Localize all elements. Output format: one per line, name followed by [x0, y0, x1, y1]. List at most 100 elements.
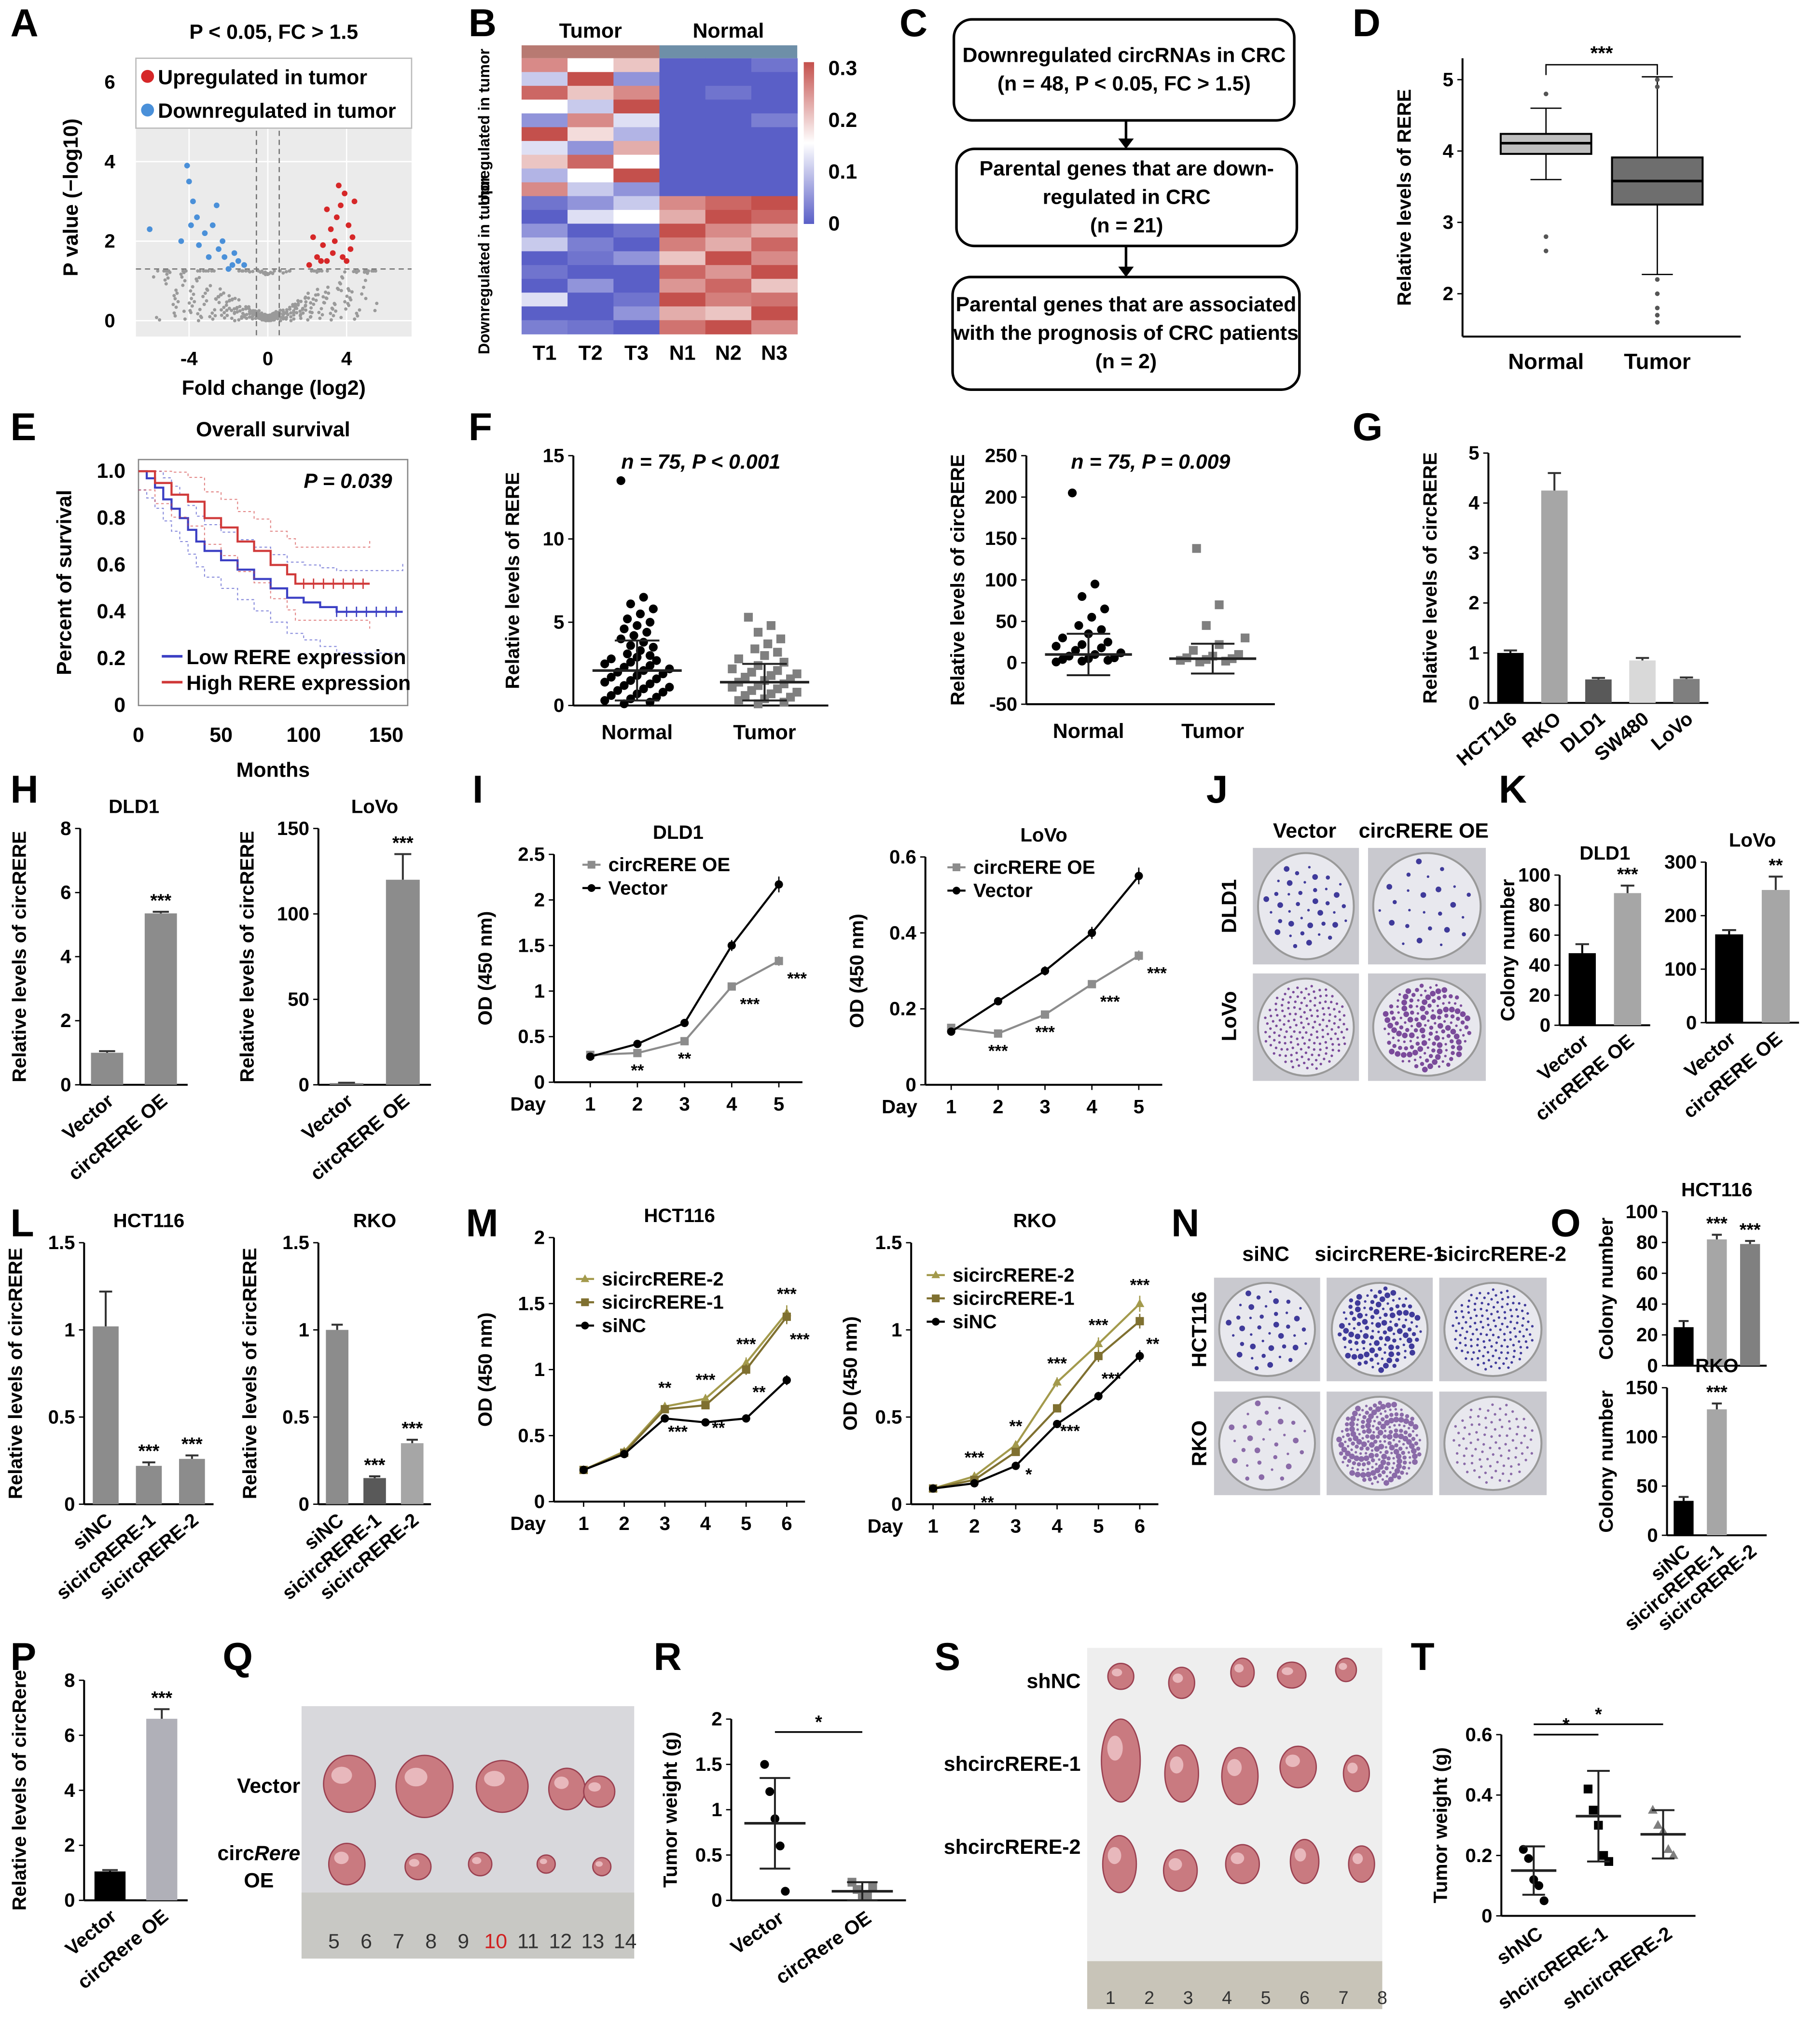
nonsignificant-point [375, 302, 379, 306]
colony [1485, 1333, 1488, 1336]
colony [1469, 1408, 1473, 1411]
colony [1462, 1316, 1465, 1319]
ruler-number: 7 [1339, 1988, 1349, 2008]
colony [1501, 1472, 1505, 1475]
colony [1409, 1343, 1415, 1349]
colony [1315, 1067, 1318, 1070]
colony [1288, 910, 1291, 913]
data-point [1078, 656, 1087, 666]
colony [1503, 1338, 1506, 1342]
colony [1438, 911, 1442, 916]
colony [1330, 1054, 1333, 1057]
ruler-number: 12 [549, 1930, 572, 1953]
nonsignificant-point [173, 314, 177, 318]
nonsignificant-point [187, 301, 191, 305]
nonsignificant-point [325, 296, 329, 300]
y-tick-label: 1.5 [875, 1232, 902, 1253]
colony [1474, 1321, 1477, 1324]
colony [1370, 1289, 1373, 1292]
x-tick-label: 50 [209, 723, 233, 747]
x-axis-label: Day [510, 1093, 546, 1115]
colony [1495, 1341, 1498, 1344]
colony [1380, 1417, 1385, 1421]
colony [1470, 1461, 1474, 1465]
heatmap-cell [567, 306, 614, 321]
bar [1585, 679, 1612, 703]
colony [1416, 1022, 1422, 1028]
colony [1277, 902, 1283, 908]
colony [1479, 1407, 1481, 1411]
colony [1383, 1430, 1387, 1432]
category-label: shcircRERE-1 [1494, 1922, 1611, 2014]
bar [1673, 679, 1700, 703]
colony [1371, 1365, 1374, 1369]
y-tick-label: 0 [534, 1071, 545, 1093]
y-tick-label: 5 [1443, 69, 1453, 90]
colony [1315, 1030, 1318, 1033]
tumor [1279, 1745, 1317, 1789]
confidence-band [138, 471, 403, 571]
colony [1405, 988, 1411, 994]
column-label: sicircRERE-2 [1436, 1242, 1566, 1265]
colony [1239, 1304, 1242, 1307]
data-point [645, 618, 655, 627]
colony [1337, 1026, 1340, 1029]
nonsignificant-point [274, 310, 278, 314]
colony [1307, 1046, 1310, 1049]
colony [1419, 984, 1424, 988]
colony [1365, 1404, 1368, 1407]
colony [1415, 1042, 1420, 1046]
y-axis-label: Relative levels of RERE [1393, 89, 1415, 306]
column-label: siNC [1242, 1242, 1289, 1265]
nonsignificant-point [356, 314, 360, 318]
data-point [600, 678, 609, 687]
colony [1514, 1456, 1517, 1459]
tumor-highlight [1231, 1852, 1245, 1864]
chart-title: DLD1 [1579, 842, 1630, 864]
y-tick-label: 0.2 [889, 998, 916, 1020]
colony [1296, 995, 1300, 998]
legend-label: Vector [609, 877, 668, 899]
nonsignificant-point [362, 285, 365, 289]
y-axis-label: P value (−log10) [59, 118, 83, 276]
nonsignificant-point [238, 309, 242, 313]
bar [1614, 893, 1641, 1026]
colony [1409, 1004, 1413, 1009]
colony [1336, 1436, 1342, 1443]
category-label: Tumor [1181, 720, 1245, 743]
colony [1409, 1040, 1412, 1043]
bar [179, 1459, 205, 1504]
colony [1507, 1351, 1509, 1354]
colony [1416, 1446, 1421, 1451]
tumor [1221, 1747, 1259, 1806]
nonsignificant-point [228, 298, 232, 302]
colony [1399, 1016, 1402, 1019]
colony [1428, 926, 1432, 931]
culture-dish [1372, 852, 1482, 960]
y-axis-label: Relative levels of circRERE [947, 454, 968, 706]
colony [1531, 1339, 1534, 1342]
colony [1245, 1476, 1250, 1481]
colony [1496, 1460, 1499, 1464]
colony [1521, 1309, 1524, 1312]
colony [1231, 1458, 1238, 1464]
panel-label-K: K [1499, 768, 1527, 811]
nonsignificant-point [360, 292, 364, 296]
significance-label: *** [988, 1042, 1008, 1061]
panel-label-J: J [1206, 768, 1228, 811]
nonsignificant-point [309, 315, 313, 319]
heatmap-cell [659, 223, 706, 238]
colony [1357, 1313, 1363, 1319]
significant-point [344, 258, 350, 264]
colony [1332, 922, 1338, 928]
legend-marker [581, 1298, 589, 1307]
data-point [642, 627, 651, 637]
colony [1409, 1311, 1415, 1318]
colony [1420, 1062, 1425, 1066]
colony [1383, 1434, 1387, 1439]
significance-label: *** [181, 1434, 203, 1454]
